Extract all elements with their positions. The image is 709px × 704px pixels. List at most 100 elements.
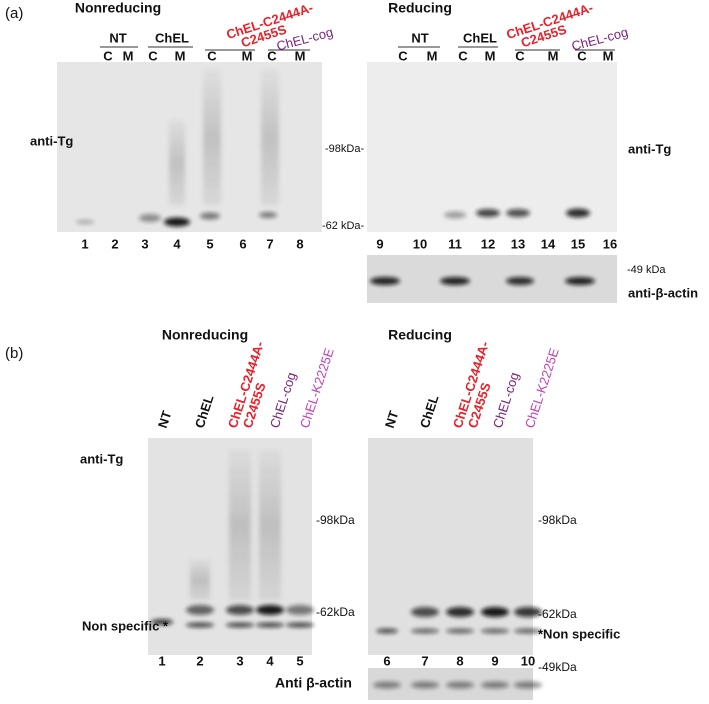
antibody-label: anti-Tg [80,451,123,466]
band [256,622,284,628]
lane-number: 16 [603,236,617,251]
band [370,277,400,285]
group-label: NT [411,30,428,45]
blot-title: Nonreducing [162,327,248,343]
band [440,277,470,285]
lane-label: C [515,48,525,63]
lane-number: 2 [196,653,203,668]
band [565,277,595,285]
antibody-label: Anti β-actin [275,675,352,691]
band [514,607,542,617]
band [506,209,530,217]
sample-label: ChEL-cog [490,370,522,430]
band [446,628,474,634]
lane-number: 4 [266,653,274,668]
lane-label: C [207,48,217,63]
lane-number: 1 [81,236,88,251]
marker-label: -62kDa [316,605,355,619]
smear [190,560,210,600]
lane-label: M [175,48,186,63]
blot-a-reducing [367,62,617,232]
sample-label: ChEL [417,393,442,430]
lane-number: 11 [448,236,462,251]
lane-number: 13 [511,236,525,251]
smear [203,70,221,205]
lane-number: 14 [541,236,556,251]
nonspecific-label: *Non specific [538,626,620,641]
smear [261,70,279,205]
lane-number: 10 [521,653,535,668]
band [566,208,590,218]
marker-label: -49 kDa [627,264,666,276]
band [476,209,500,217]
lane-label: M [242,48,253,63]
band [186,605,214,615]
band [186,622,214,628]
lane-number: 6 [239,236,246,251]
lane-number: 8 [456,653,463,668]
band [444,211,466,219]
lane-label: M [603,48,614,63]
band [446,607,474,617]
lane-label: C [267,48,277,63]
band [376,628,398,634]
band [411,607,439,617]
lane-number: 15 [571,236,585,251]
band [373,681,401,689]
band [481,628,509,634]
lane-number: 8 [296,236,303,251]
sample-label: ChEL-K2225E [297,346,337,430]
band [446,681,474,689]
group-label: ChEL [463,30,497,45]
lane-number: 5 [296,653,303,668]
band [481,607,509,617]
band [259,212,277,218]
sample-label: NT [155,409,175,430]
band [411,681,439,689]
sample-label: ChEL [192,393,217,430]
blot-a-nonreducing [57,62,322,232]
group-label: ChEL [155,30,189,45]
lane-label: M [485,48,496,63]
lane-number: 9 [376,236,383,251]
band [514,681,542,689]
sample-label: NT [382,409,402,430]
band [226,605,254,615]
blot-title: Reducing [388,0,452,16]
lane-number: 7 [421,653,428,668]
band [151,619,173,625]
lane-group-lines [100,46,615,51]
blot-b-reducing [368,438,533,655]
lane-number: 7 [266,236,273,251]
lane-number: 9 [491,653,498,668]
antibody-label: anti-β-actin [628,285,698,300]
sample-label: ChEL-cog [267,370,299,430]
lane-number: 3 [141,236,148,251]
lane-label: C [577,48,587,63]
marker-label: -62kDa [538,607,577,621]
lane-number: 1 [158,653,165,668]
lane-label: M [548,48,559,63]
lane-number: 3 [236,653,243,668]
smear [229,450,251,600]
panel-label: (b) [5,345,23,362]
band [286,605,314,615]
lane-number: 10 [413,236,427,251]
lane-number: 6 [383,653,390,668]
blot-title: Nonreducing [75,0,161,16]
band [411,628,439,634]
lane-label: C [398,48,408,63]
band [200,212,220,220]
marker-label: -98kDa [316,513,355,527]
band [226,622,254,628]
lane-label: M [295,48,306,63]
lane-number: 2 [111,236,118,251]
band [481,681,509,689]
band [76,220,94,224]
marker-label: -62 kDa- [322,220,365,232]
marker-label: -98kDa- [325,143,364,155]
lane-label: C [103,48,113,63]
lane-number: 5 [206,236,213,251]
band [514,628,542,634]
